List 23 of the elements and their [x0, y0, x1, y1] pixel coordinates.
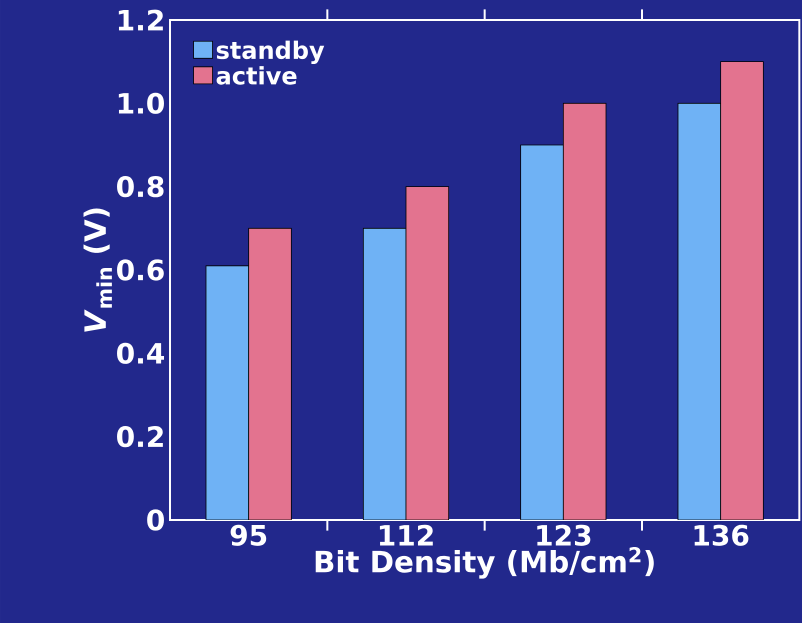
legend-label: active — [216, 66, 296, 85]
bar — [362, 228, 406, 520]
x-tick-label: 123 — [537, 524, 590, 546]
bar — [562, 102, 606, 520]
x-axis-title: Bit Density (Mb/cm$^{2}$) — [316, 547, 654, 579]
bar — [248, 228, 292, 520]
y-tick-label: 0.4 — [117, 342, 164, 364]
y-tick-label: 0.6 — [117, 259, 164, 281]
x-tick-label: 95 — [230, 524, 266, 546]
legend-label: standby — [216, 40, 324, 64]
bar — [206, 265, 250, 520]
bar — [720, 61, 764, 520]
y-tick-label: 1.2 — [118, 10, 163, 30]
bar — [406, 186, 450, 520]
y-axis-title: V$_{min}$ (V) — [84, 208, 112, 332]
y-tick-label: 1.0 — [118, 92, 164, 114]
x-tick-label: 136 — [694, 524, 748, 546]
x-tick-label: 112 — [380, 524, 433, 546]
y-tick-label: 0.2 — [117, 426, 163, 448]
y-tick-label: 0.8 — [117, 176, 164, 198]
bar — [678, 102, 722, 520]
bar — [520, 144, 564, 520]
y-tick-label: 0 — [147, 509, 164, 531]
